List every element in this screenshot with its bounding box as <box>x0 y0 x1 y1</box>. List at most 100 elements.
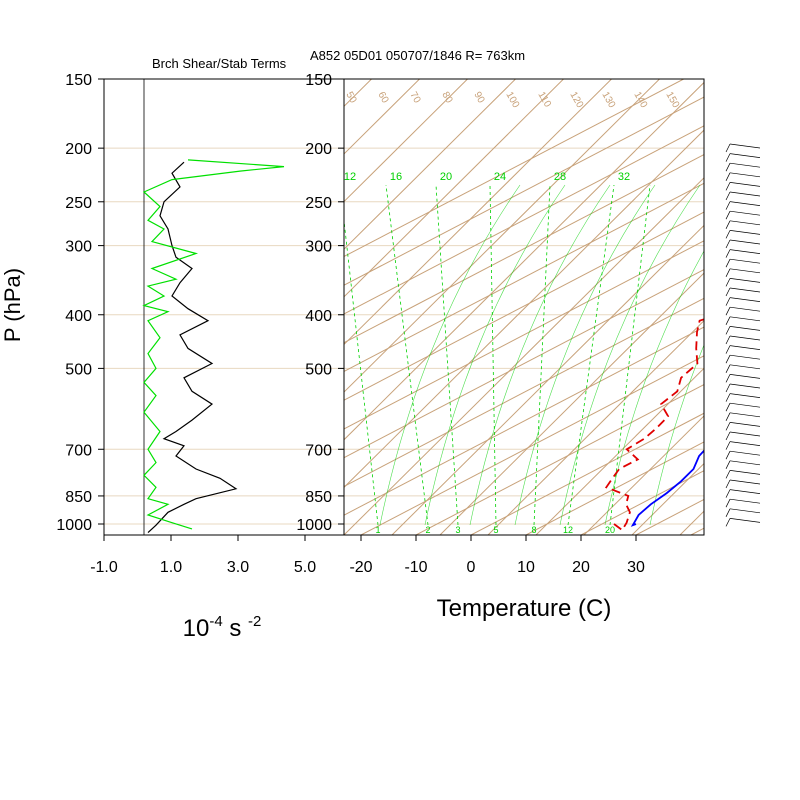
wind-barb-flag <box>725 153 731 162</box>
pressure-tick-label-skew: 200 <box>305 141 332 158</box>
pressure-tick-label-left: 400 <box>65 308 92 325</box>
dry-adiabat-line <box>535 367 704 535</box>
theta-label: 70 <box>407 90 422 106</box>
isotherm-line <box>580 470 704 535</box>
skewt-panel-frame <box>343 78 705 536</box>
isotherm-line <box>344 268 704 459</box>
units-base: 10 <box>183 615 210 642</box>
mixing-ratio-bottom-label: 1 <box>375 525 380 535</box>
pressure-tick-label-left: 500 <box>65 361 92 378</box>
mixing-ratio-bottom-label: 5 <box>493 525 498 535</box>
wind-barb-staff <box>729 297 761 302</box>
wind-barb-flag <box>725 249 731 258</box>
wind-barb-staff <box>729 450 761 456</box>
wind-barb-flag <box>725 287 731 297</box>
wind-barb-flag <box>725 220 731 229</box>
mixing-ratio-bottom-label: 3 <box>455 525 460 535</box>
dry-adiabat-line <box>344 79 421 155</box>
skew-x-tick-label: -20 <box>349 559 372 576</box>
wind-barb-staff <box>729 239 761 245</box>
theta-label: 130 <box>599 90 617 110</box>
wind-barb-staff <box>729 230 761 235</box>
dry-adiabat-line <box>344 81 704 441</box>
series-dewpoint <box>604 318 704 532</box>
skewt-xlabel: Temperature (C) <box>437 595 612 622</box>
wind-barb-staff <box>729 316 761 322</box>
wind-barb-staff <box>729 374 761 379</box>
skew-x-tick-label: 10 <box>517 559 535 576</box>
left-series-black <box>147 161 238 534</box>
dry-adiabat-line <box>583 415 704 535</box>
wind-barb-flag <box>725 239 731 249</box>
mixing-ratio-bottom-label: 8 <box>531 525 536 535</box>
skew-x-tick-label: 20 <box>572 559 590 576</box>
data-series <box>142 159 704 534</box>
moist-adiabat-line <box>424 184 566 526</box>
dry-adiabat-line <box>391 224 704 535</box>
isotherm-line <box>525 441 704 535</box>
theta-label: 100 <box>503 90 521 110</box>
isotherm-line <box>344 125 704 315</box>
pressure-tick-label-skew: 300 <box>305 239 332 256</box>
isotherm-line <box>344 240 704 430</box>
isotherm-line <box>635 498 704 535</box>
wind-barb-staff <box>729 470 761 475</box>
dry-adiabat-line <box>344 79 661 393</box>
wind-barb-flag <box>725 307 731 316</box>
wind-barb-staff <box>729 364 761 370</box>
wind-barb-staff <box>729 431 761 437</box>
mixing-ratio-bottom-label: 20 <box>605 525 615 535</box>
dry-adiabat-line <box>0 19 240 535</box>
dry-adiabat-line <box>344 129 704 489</box>
wind-barb-flag <box>725 403 731 412</box>
wind-barb-flag <box>725 316 731 325</box>
wind-barb-flag <box>725 383 731 393</box>
wind-barb-flag <box>725 143 731 153</box>
wind-barb-flag <box>725 364 731 373</box>
isotherm-line <box>344 79 684 258</box>
pressure-tick-label-left: 300 <box>65 239 92 256</box>
wind-barb-flag <box>725 431 731 441</box>
wind-barb-flag <box>725 518 731 527</box>
wind-barb-staff <box>729 143 761 149</box>
mixing-ratio-top-label: 32 <box>618 171 630 183</box>
isotherm-line <box>690 527 704 535</box>
dry-adiabat-line <box>344 79 613 346</box>
theta-label: 60 <box>375 90 390 106</box>
wind-barb-flag <box>725 479 731 489</box>
left-panel-grid <box>104 78 344 535</box>
mixing-ratio-line <box>435 184 459 526</box>
wind-barb-staff <box>729 393 761 398</box>
isotherm-line <box>344 326 704 516</box>
mixing-ratio-top-label: 24 <box>494 171 506 183</box>
theta-label: 110 <box>535 90 553 110</box>
isotherm-line <box>344 182 704 373</box>
wind-barb-flag <box>725 191 731 201</box>
wind-barb-staff <box>729 422 761 427</box>
left-x-tick-label: 1.0 <box>160 559 182 576</box>
wind-barb-staff <box>729 220 761 226</box>
wind-barb-staff <box>729 278 761 283</box>
isotherm-line <box>415 383 704 535</box>
wind-barbs <box>725 143 761 527</box>
isotherm-line <box>344 211 704 401</box>
isotherm-line <box>360 355 704 535</box>
wind-barb-flag <box>725 355 731 364</box>
wind-barb-flag <box>725 508 731 517</box>
pressure-tick-label-left: 1000 <box>56 517 92 534</box>
wind-barb-staff <box>729 335 761 341</box>
wind-barb-flag <box>725 201 731 210</box>
dry-adiabat-line <box>0 19 336 535</box>
pressure-tick-label-left: 200 <box>65 141 92 158</box>
wind-barb-staff <box>729 210 761 216</box>
wind-barb-staff <box>729 345 761 350</box>
dry-adiabat-line <box>439 272 704 535</box>
wind-barb-staff <box>729 479 761 485</box>
dry-adiabat-line <box>776 19 800 535</box>
wind-barb-staff <box>729 287 761 293</box>
dry-adiabat-line <box>344 79 469 203</box>
wind-barb-flag <box>725 230 731 239</box>
wind-barb-staff <box>729 182 761 187</box>
wind-barb-staff <box>729 306 761 312</box>
